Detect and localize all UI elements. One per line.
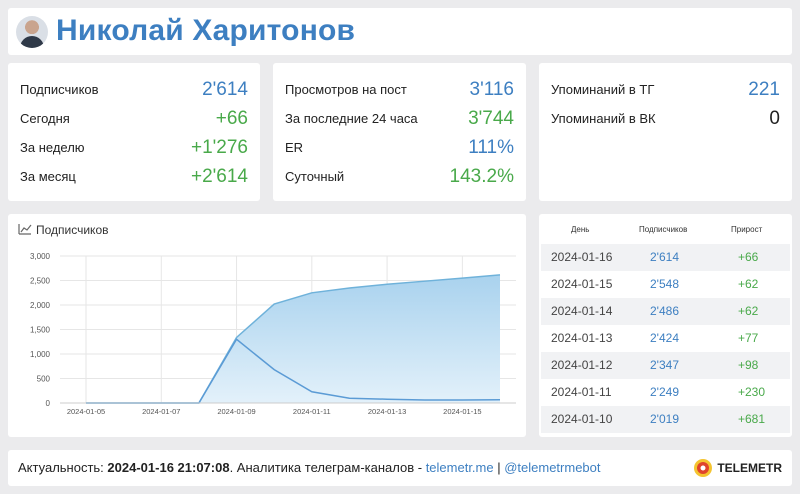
stat-value: +2'614: [191, 165, 248, 187]
x-tick-label: 2024-01-13: [368, 407, 406, 416]
y-tick-label: 1,000: [30, 350, 51, 359]
stat-row: Сегодня +66: [20, 104, 248, 133]
footer-timestamp: 2024-01-16 21:07:08: [107, 460, 230, 475]
stat-value: 2'614: [202, 78, 248, 100]
stat-row: Суточный 143.2%: [285, 162, 514, 191]
stat-label: Подписчиков: [20, 82, 99, 97]
date-cell: 2024-01-10: [551, 412, 613, 426]
date-cell: 2024-01-11: [551, 385, 612, 399]
avatar: [16, 16, 48, 48]
x-tick-label: 2024-01-15: [443, 407, 481, 416]
subscribers-chart-card: Подписчиков 0 500 1,000 1,500 2,000 2,500 3,00…: [8, 214, 526, 437]
stat-value: 111%: [468, 136, 514, 158]
stat-row: Упоминаний в ТГ 221: [551, 75, 780, 104]
telemetr-site-link[interactable]: telemetr.me: [425, 460, 494, 475]
stat-row: За последние 24 часа 3'744: [285, 104, 514, 133]
subscribers-cell: 2'019: [650, 412, 679, 426]
stat-label: Упоминаний в ВК: [551, 111, 656, 126]
subscribers-card: Подписчиков 2'614 Сегодня +66 За неделю +1'27…: [8, 63, 260, 201]
y-tick-label: 3,000: [30, 252, 51, 261]
stat-value: 143.2%: [449, 165, 514, 187]
stat-label: За последние 24 часа: [285, 111, 418, 126]
footer-text: Актуальность: 2024-01-16 21:07:08. Анали…: [18, 460, 601, 475]
stat-row: За неделю +1'276: [20, 133, 248, 162]
growth-cell: +77: [738, 331, 759, 345]
date-cell: 2024-01-14: [551, 304, 613, 318]
table-row: 2024-01-16 2'614 +66: [541, 244, 790, 271]
table-header: День: [571, 225, 590, 234]
daily-table: День Подписчиков Прирост 2024-01-16 2'614 +66…: [539, 214, 792, 437]
stat-value: 0: [769, 107, 780, 129]
growth-cell: +230: [738, 385, 766, 399]
table-row: 2024-01-12 2'347 +98: [541, 352, 790, 379]
subscribers-cell: 2'614: [650, 250, 679, 264]
footer-separator: |: [493, 460, 505, 475]
table-row: 2024-01-15 2'548 +62: [541, 271, 790, 298]
subscribers-area: [86, 274, 500, 403]
mentions-card: Упоминаний в ТГ 221 Упоминаний в ВК 0: [539, 63, 792, 201]
views-card: Просмотров на пост 3'116 За последние 24 ч…: [273, 63, 526, 201]
stat-row: Упоминаний в ВК 0: [551, 104, 780, 133]
telemetr-bot-link[interactable]: @telemetrmebot: [504, 460, 601, 475]
stat-row: Подписчиков 2'614: [20, 75, 248, 104]
stat-value: 3'116: [469, 78, 515, 100]
table-header: Подписчиков: [639, 225, 688, 234]
chart-title: Подписчиков: [36, 223, 109, 237]
y-tick-label: 1,500: [30, 326, 51, 335]
telemetr-logo-text: TELEMETR: [717, 461, 782, 475]
growth-cell: +681: [738, 412, 766, 426]
subscribers-chart[interactable]: 0 500 1,000 1,500 2,000 2,500 3,000 2024-01-05 2…: [8, 214, 526, 437]
subscribers-cell: 2'347: [650, 358, 679, 372]
header-bar: Николай Харитонов: [8, 8, 792, 55]
subscribers-cell: 2'424: [650, 331, 679, 345]
table-row: 2024-01-14 2'486 +62: [541, 298, 790, 325]
y-tick-label: 500: [37, 375, 51, 384]
stat-row: Просмотров на пост 3'116: [285, 75, 514, 104]
stat-label: За месяц: [20, 169, 76, 184]
stat-label: Сегодня: [20, 111, 70, 126]
stat-row: За месяц +2'614: [20, 162, 248, 191]
chart-icon: [18, 224, 32, 235]
stat-label: ER: [285, 140, 304, 155]
y-tick-label: 2,000: [30, 301, 51, 310]
stat-label: Просмотров на пост: [285, 82, 407, 97]
date-cell: 2024-01-13: [551, 331, 613, 345]
stat-value: +1'276: [191, 136, 248, 158]
growth-cell: +62: [738, 304, 759, 318]
page-title: Николай Харитонов: [56, 14, 356, 47]
telemetr-logo-icon: [694, 459, 713, 477]
table-row: 2024-01-13 2'424 +77: [541, 325, 790, 352]
date-cell: 2024-01-12: [551, 358, 613, 372]
growth-cell: +62: [738, 277, 759, 291]
x-tick-label: 2024-01-07: [142, 407, 180, 416]
stat-value: +66: [215, 107, 248, 129]
stat-label: Суточный: [285, 169, 345, 184]
table-row: 2024-01-11 2'249 +230: [541, 379, 790, 406]
growth-cell: +98: [738, 358, 759, 372]
date-cell: 2024-01-16: [551, 250, 613, 264]
subscribers-cell: 2'249: [650, 385, 679, 399]
x-tick-label: 2024-01-05: [67, 407, 105, 416]
table-header: Прирост: [731, 225, 763, 234]
stat-row: ER 111%: [285, 133, 514, 162]
footer-middle: . Аналитика телеграм-каналов -: [229, 460, 426, 475]
y-tick-label: 2,500: [30, 277, 51, 286]
telemetr-logo[interactable]: TELEMETR: [693, 458, 782, 478]
table-row: 2024-01-10 2'019 +681: [541, 406, 790, 433]
x-tick-label: 2024-01-09: [217, 407, 255, 416]
stat-label: Упоминаний в ТГ: [551, 82, 655, 97]
stat-value: 221: [748, 78, 780, 100]
growth-cell: +66: [738, 250, 759, 264]
footer-prefix: Актуальность:: [18, 460, 108, 475]
subscribers-cell: 2'548: [650, 277, 679, 291]
stat-label: За неделю: [20, 140, 85, 155]
date-cell: 2024-01-15: [551, 277, 613, 291]
stat-value: 3'744: [468, 107, 514, 129]
y-tick-label: 0: [46, 399, 51, 408]
footer: Актуальность: 2024-01-16 21:07:08. Анали…: [8, 450, 792, 486]
x-tick-label: 2024-01-11: [293, 407, 331, 416]
subscribers-cell: 2'486: [650, 304, 679, 318]
